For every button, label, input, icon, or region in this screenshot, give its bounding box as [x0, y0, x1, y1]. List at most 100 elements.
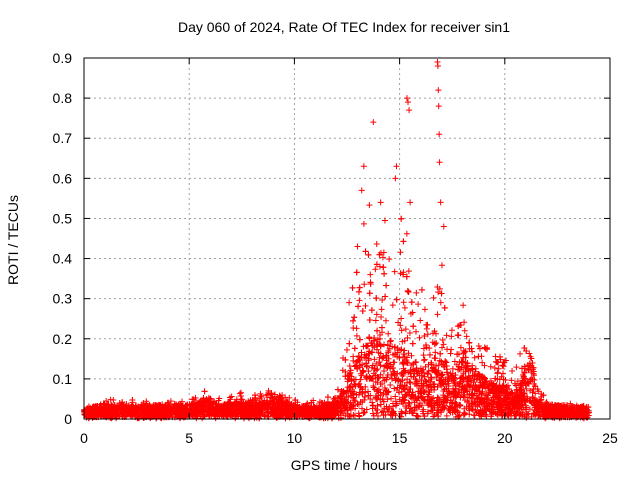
data-point — [508, 398, 515, 405]
data-point — [441, 394, 448, 401]
data-point — [490, 390, 497, 397]
data-point — [366, 290, 373, 297]
data-point — [403, 273, 410, 280]
data-point — [513, 364, 520, 371]
data-point — [207, 395, 214, 402]
data-point — [522, 406, 529, 413]
data-point — [472, 365, 479, 372]
data-point — [361, 281, 368, 288]
data-point — [445, 374, 452, 381]
data-point — [379, 254, 386, 261]
data-point — [373, 261, 380, 268]
data-point — [380, 264, 387, 271]
data-point — [392, 393, 399, 400]
data-point — [367, 271, 374, 278]
data-point — [423, 382, 430, 389]
data-point — [499, 362, 506, 369]
data-point — [237, 403, 244, 410]
data-point — [405, 268, 412, 275]
data-point — [405, 289, 412, 296]
data-point — [368, 307, 375, 314]
data-point — [417, 317, 424, 324]
data-point — [373, 360, 380, 367]
data-point — [433, 362, 440, 369]
data-point — [573, 402, 580, 409]
data-point — [398, 398, 405, 405]
data-point — [418, 393, 425, 400]
data-point — [454, 351, 461, 358]
data-point — [464, 360, 471, 367]
data-point — [391, 371, 398, 378]
data-point — [312, 409, 319, 416]
data-point — [435, 367, 442, 374]
data-point — [475, 371, 482, 378]
data-point — [388, 407, 395, 414]
data-point — [477, 398, 484, 405]
data-point — [461, 327, 468, 334]
data-point — [456, 401, 463, 408]
data-point — [347, 413, 354, 420]
data-point — [445, 380, 452, 387]
data-point — [374, 406, 381, 413]
data-point — [483, 346, 490, 353]
data-point — [375, 392, 382, 399]
data-point — [442, 358, 449, 365]
data-point — [520, 390, 527, 397]
data-point — [532, 390, 539, 397]
data-point — [317, 404, 324, 411]
data-point — [431, 328, 438, 335]
data-point — [439, 336, 446, 343]
data-point — [459, 359, 466, 366]
data-point — [489, 409, 496, 416]
data-point — [350, 391, 357, 398]
data-point — [461, 409, 468, 416]
data-point — [398, 346, 405, 353]
data-point — [228, 404, 235, 411]
data-point — [555, 412, 562, 419]
data-point — [401, 354, 408, 361]
data-point — [389, 302, 396, 309]
data-point — [400, 385, 407, 392]
data-point — [420, 357, 427, 364]
data-point — [463, 362, 470, 369]
data-point — [434, 283, 441, 290]
data-point — [518, 380, 525, 387]
data-point — [475, 342, 482, 349]
data-point — [404, 334, 411, 341]
data-point — [355, 303, 362, 310]
data-point — [443, 362, 450, 369]
data-point — [342, 373, 349, 380]
data-point — [464, 398, 471, 405]
data-point — [461, 383, 468, 390]
data-point — [403, 230, 410, 237]
data-point — [464, 365, 471, 372]
data-point — [200, 395, 207, 402]
data-point — [303, 402, 310, 409]
data-point — [420, 352, 427, 359]
data-point — [383, 282, 390, 289]
data-point — [457, 378, 464, 385]
data-point — [502, 376, 509, 383]
data-point — [426, 351, 433, 358]
data-point — [440, 399, 447, 406]
data-point — [432, 349, 439, 356]
data-point — [433, 374, 440, 381]
data-point — [354, 365, 361, 372]
data-point — [543, 405, 550, 412]
data-point — [351, 314, 358, 321]
data-point — [241, 415, 248, 422]
data-point — [519, 365, 526, 372]
data-point — [416, 334, 423, 341]
data-point — [521, 376, 528, 383]
data-point — [398, 388, 405, 395]
data-point — [204, 402, 211, 409]
data-point — [351, 345, 358, 352]
data-point — [425, 408, 432, 415]
data-point — [450, 393, 457, 400]
data-point — [257, 392, 264, 399]
data-point — [529, 394, 536, 401]
data-point — [500, 370, 507, 377]
data-point — [174, 403, 181, 410]
data-point — [428, 407, 435, 414]
data-point — [420, 410, 427, 417]
